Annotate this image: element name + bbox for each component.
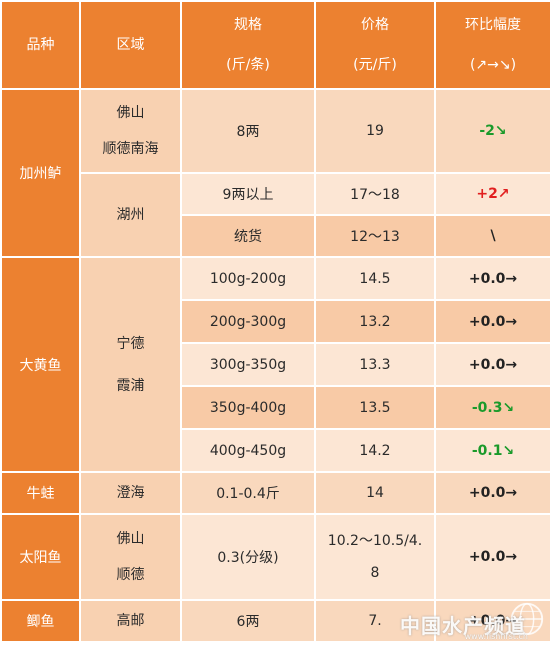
- header-price-line2: (元/斤): [353, 57, 397, 73]
- variety-crucian: 鲫鱼: [0, 599, 81, 643]
- region-line: 佛山: [116, 105, 145, 121]
- change-cell: +0.0→: [434, 299, 550, 344]
- header-spec: 规格 (斤/条): [180, 0, 316, 90]
- table-row: 400g-450g 14.2 -0.1↘: [1, 428, 550, 473]
- header-row: 品种 区域 规格 (斤/条) 价格 (元/斤) 环比幅度 (↗→↘): [0, 0, 550, 90]
- globe-logo-icon: [510, 602, 544, 636]
- variety-sunfish: 太阳鱼: [0, 513, 81, 601]
- region-frog: 澄海: [79, 471, 182, 515]
- table-row: 牛蛙 澄海 0.1-0.4斤 14 +0.0→: [0, 471, 550, 515]
- price-cell: 14.5: [314, 256, 436, 301]
- table-row: 鲫鱼 高邮 6两 7. +0.0→: [0, 599, 550, 643]
- change-cell: +0.0→: [434, 513, 550, 601]
- header-region: 区域: [79, 0, 182, 90]
- region-line: 顺德: [116, 567, 145, 583]
- change-cell: -2↘: [434, 88, 550, 174]
- price-cell: 12～13: [314, 214, 436, 258]
- spec-cell: 6两: [180, 599, 316, 643]
- region-croaker: 宁德 霞浦: [79, 256, 182, 473]
- region-bass-1: 佛山 顺德南海: [79, 88, 182, 174]
- variety-bass: 加州鲈: [0, 88, 81, 258]
- spec-cell: 200g-300g: [180, 299, 316, 344]
- price-cell: 17～18: [314, 172, 436, 216]
- spec-cell: 统货: [180, 214, 316, 258]
- region-crucian: 高邮: [79, 599, 182, 643]
- table-row: 加州鲈 佛山 顺德南海 8两 19 -2↘: [0, 88, 550, 258]
- price-cell: 14.2: [314, 428, 436, 473]
- change-cell: \: [434, 214, 550, 258]
- spec-cell: 0.3(分级): [180, 513, 316, 601]
- change-cell: +0.0→: [434, 256, 550, 301]
- variety-frog: 牛蛙: [0, 471, 81, 515]
- region-line: 佛山: [116, 531, 145, 547]
- table-row: 太阳鱼 佛山 顺德 0.3(分级) 10.2～10.5/4. 8 +0.0→: [0, 513, 550, 601]
- price-cell: 19: [314, 88, 436, 174]
- spec-cell: 350g-400g: [180, 385, 316, 430]
- price-cell: 13.5: [314, 385, 436, 430]
- spec-cell: 0.1-0.4斤: [180, 471, 316, 515]
- variety-croaker: 大黄鱼: [0, 256, 81, 473]
- watermark-text: 中国水产频道: [400, 614, 526, 638]
- spec-cell: 400g-450g: [180, 428, 316, 473]
- header-spec-line2: (斤/条): [226, 57, 270, 73]
- region-line: 宁德: [116, 335, 145, 352]
- table-row: 300g-350g 13.3 +0.0→: [1, 342, 550, 387]
- change-cell: -0.3↘: [434, 385, 550, 430]
- header-variety: 品种: [0, 0, 81, 90]
- spec-cell: 300g-350g: [180, 342, 316, 387]
- table-row: 大黄鱼 宁德 霞浦 100g-200g 14.5 +0.0→: [0, 256, 550, 473]
- table-row: 350g-400g 13.5 -0.3↘: [1, 385, 550, 430]
- change-cell: +0.0→: [434, 471, 550, 515]
- price-cell: 13.3: [314, 342, 436, 387]
- price-cell: 13.2: [314, 299, 436, 344]
- spec-cell: 9两以上: [180, 172, 316, 216]
- table-row: 湖州 9两以上 17～18 +2↗: [1, 172, 550, 258]
- header-change-line1: 环比幅度: [465, 17, 521, 33]
- header-price: 价格 (元/斤): [314, 0, 436, 90]
- header-change-line2: (↗→↘): [469, 57, 517, 73]
- watermark-url: www.fishfirst.cn: [464, 632, 528, 641]
- header-spec-line1: 规格: [234, 17, 262, 33]
- price-cell: 10.2～10.5/4. 8: [314, 513, 436, 601]
- spec-cell: 100g-200g: [180, 256, 316, 301]
- header-change: 环比幅度 (↗→↘): [434, 0, 550, 90]
- price-cell: 7.: [314, 599, 436, 643]
- region-line: 顺德南海: [102, 141, 159, 157]
- price-cell: 14: [314, 471, 436, 515]
- price-line: 10.2～10.5/4.: [327, 533, 423, 549]
- region-line: 霞浦: [116, 377, 145, 394]
- table-row: 统货 12～13 \: [1, 214, 550, 258]
- change-cell: -0.1↘: [434, 428, 550, 473]
- change-cell: +0.0→: [434, 342, 550, 387]
- price-line: 8: [370, 565, 380, 581]
- spec-cell: 8两: [180, 88, 316, 174]
- change-cell: +2↗: [434, 172, 550, 216]
- header-price-line1: 价格: [361, 17, 389, 33]
- region-bass-2: 湖州: [79, 172, 182, 258]
- region-sunfish: 佛山 顺德: [79, 513, 182, 601]
- table-row: 200g-300g 13.2 +0.0→: [1, 299, 550, 344]
